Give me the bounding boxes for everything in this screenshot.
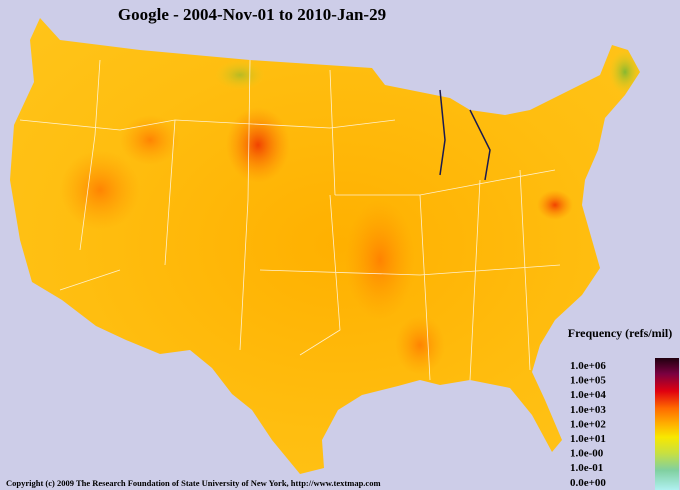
copyright: Copyright (c) 2009 The Research Foundati…	[6, 478, 381, 488]
legend-label: 1.0e+04	[570, 389, 606, 401]
legend-label: 1.0e+05	[570, 375, 606, 387]
legend-label: 0.0e+00	[570, 477, 606, 489]
title: Google - 2004-Nov-01 to 2010-Jan-29	[118, 5, 386, 24]
legend-title: Frequency (refs/mil)	[568, 326, 673, 340]
legend-label: 1.0e+06	[570, 360, 606, 372]
legend-label: 1.0e+03	[570, 404, 606, 416]
legend-labels: 1.0e+06 1.0e+05 1.0e+04 1.0e+03 1.0e+02 1.0e+…	[570, 360, 606, 489]
great-lakes	[439, 89, 491, 181]
legend-label: 1.0e+01	[570, 433, 606, 445]
legend-label: 1.0e-01	[570, 462, 603, 474]
color-scale	[655, 358, 679, 490]
legend-label: 1.0e-00	[570, 448, 604, 460]
legend-label: 1.0e+02	[570, 418, 606, 430]
